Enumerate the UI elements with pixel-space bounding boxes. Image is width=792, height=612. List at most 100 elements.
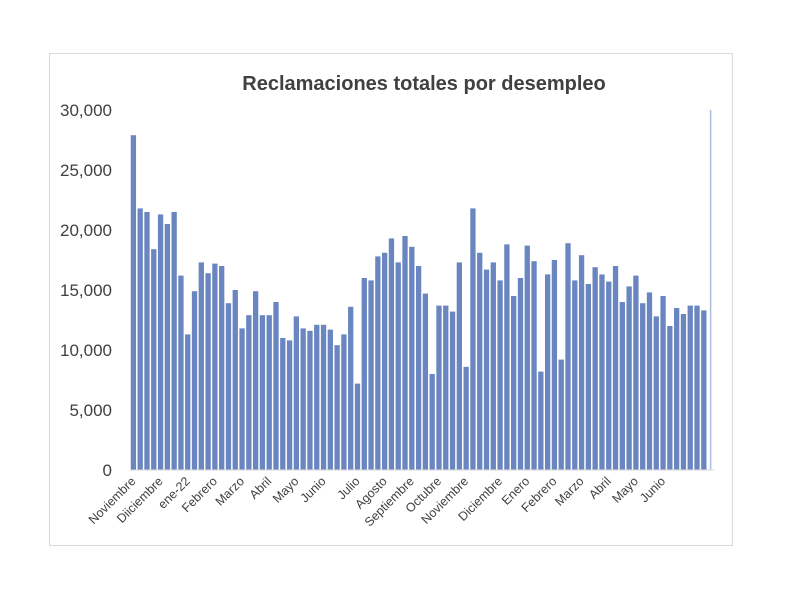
bar (619, 302, 625, 470)
bar (558, 359, 564, 470)
x-tick-label: Abril (586, 474, 614, 502)
bar (266, 315, 272, 470)
x-tick-label: Mayo (609, 474, 641, 506)
bar (674, 308, 680, 470)
x-tick-label: Abril (247, 474, 275, 502)
bar (293, 316, 300, 470)
bar (409, 246, 415, 470)
bar (185, 334, 191, 470)
bar (585, 284, 592, 470)
bar (415, 266, 422, 470)
bar (334, 345, 340, 470)
y-tick-label: 20,000 (60, 221, 112, 240)
bar (205, 273, 211, 470)
bar (449, 311, 456, 470)
bar (572, 280, 578, 470)
y-tick-label: 30,000 (60, 101, 112, 120)
bar (402, 236, 408, 470)
bar (191, 291, 198, 470)
bar (130, 135, 137, 470)
bar (178, 275, 184, 470)
y-tick-label: 25,000 (60, 161, 112, 180)
bar (531, 261, 537, 470)
bar (646, 292, 653, 470)
bar (544, 274, 551, 470)
bar (307, 330, 313, 470)
bar (422, 293, 429, 470)
bar (477, 252, 483, 470)
bar (361, 278, 367, 470)
chart-title: Reclamaciones totales por desempleo (242, 73, 605, 95)
bar (232, 290, 238, 470)
bar (239, 328, 245, 470)
bar (667, 326, 673, 470)
bar (606, 281, 612, 470)
x-tick-label: Mayo (270, 474, 302, 506)
bar (490, 262, 496, 470)
bar (280, 338, 286, 470)
bar (592, 267, 598, 470)
x-tick-label: Marzo (552, 474, 586, 508)
bar (171, 212, 177, 470)
bar (687, 305, 693, 470)
x-tick-label: Junio (298, 474, 329, 505)
y-tick-label: 10,000 (60, 341, 112, 360)
bars (130, 110, 712, 470)
bar (599, 274, 605, 470)
bar (388, 238, 395, 470)
bar (212, 263, 218, 470)
bar (137, 208, 143, 470)
bar (653, 316, 659, 470)
bar (395, 262, 401, 470)
bar (680, 314, 687, 470)
y-tick-label: 0 (103, 461, 112, 480)
bar (694, 305, 700, 470)
bar (463, 366, 469, 470)
bar (273, 302, 279, 470)
bar (504, 244, 510, 470)
bar (348, 306, 354, 470)
bar (517, 278, 524, 470)
x-tick-label: Junio (637, 474, 668, 505)
bar (327, 329, 333, 470)
bar (436, 305, 442, 470)
bar (709, 110, 712, 470)
bar (443, 305, 449, 470)
bar (538, 371, 544, 470)
bar-chart: Reclamaciones totales por desempleo 0 5,0… (60, 73, 714, 529)
bar (470, 208, 476, 470)
chart-frame: Reclamaciones totales por desempleo 0 5,0… (49, 53, 733, 546)
bar (157, 214, 164, 470)
bar (551, 260, 558, 470)
bar (497, 280, 503, 470)
bar (198, 262, 204, 470)
bar (382, 252, 388, 470)
bar (225, 303, 232, 470)
bar (368, 280, 374, 470)
bar (286, 340, 293, 470)
bar (259, 315, 266, 470)
bar (456, 262, 462, 470)
bar (701, 310, 707, 470)
bar (354, 383, 361, 470)
x-tick-label: Marzo (213, 474, 247, 508)
bar (578, 255, 585, 470)
bar (314, 324, 320, 470)
bar (144, 212, 150, 470)
bar (640, 303, 646, 470)
bar (341, 334, 347, 470)
bar (660, 296, 666, 470)
bar (633, 275, 639, 470)
bar (429, 374, 435, 470)
bar (300, 328, 306, 470)
bar (612, 266, 619, 470)
y-tick-label: 5,000 (69, 401, 112, 420)
bar (252, 291, 259, 470)
bar (524, 245, 530, 470)
y-axis: 0 5,000 10,000 15,000 20,000 25,000 30,000 (60, 101, 112, 480)
bar (151, 249, 157, 470)
bar (626, 286, 632, 470)
bar (565, 243, 571, 470)
bar (320, 324, 327, 470)
